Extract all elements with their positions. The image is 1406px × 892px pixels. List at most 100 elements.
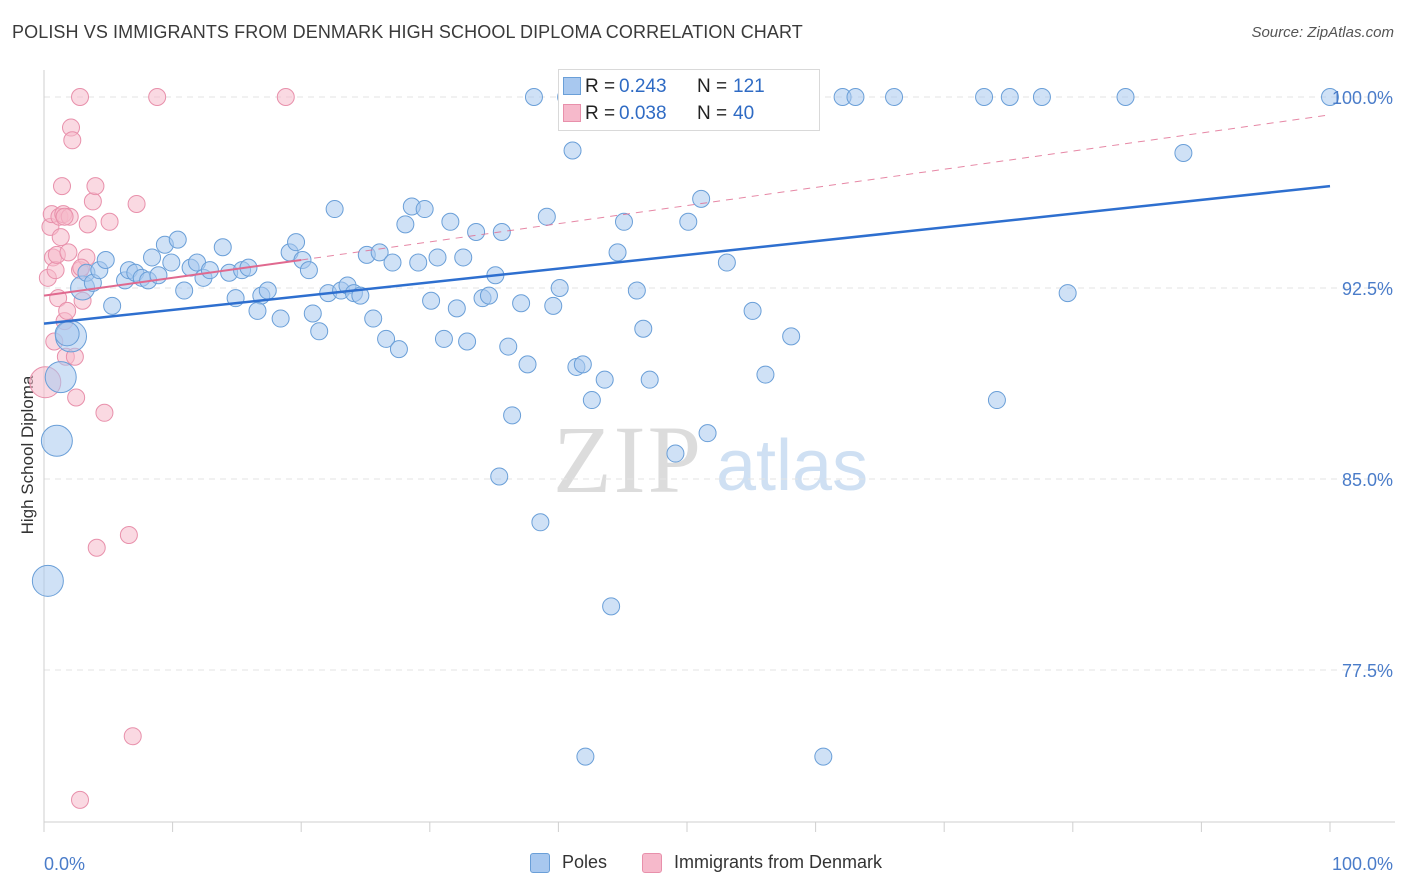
data-point-poles [258,281,277,300]
watermark-atlas: atlas [716,426,868,506]
data-point-denmark [63,131,82,150]
data-point-poles [756,365,775,384]
data-point-poles [96,250,115,269]
legend-n-label: N = [697,103,728,124]
data-point-denmark [123,727,142,746]
data-point-poles [582,391,601,410]
data-point-poles [168,230,187,249]
legend-r-label: R = [585,103,616,124]
data-point-poles [467,222,486,241]
data-point-denmark [127,194,146,213]
data-point-poles [248,301,267,320]
data-point-poles [422,291,441,310]
data-point-denmark [58,301,77,320]
data-point-denmark [87,538,106,557]
data-point-denmark [53,177,72,196]
data-point-poles [537,207,556,226]
trend-lines [43,114,1331,325]
data-point-poles [717,253,736,272]
y-tick-label: 92.5% [1342,279,1393,299]
data-point-denmark [71,790,90,809]
data-point-denmark [86,177,105,196]
data-point-poles [550,279,569,297]
data-point-poles [377,329,396,348]
trend-line-poles [43,184,1331,325]
data-point-poles [640,370,659,389]
data-point-poles [679,212,698,231]
data-point-poles [409,253,428,272]
data-point-denmark [46,261,65,280]
data-point-poles [287,233,306,252]
data-point-poles [162,253,181,272]
poles-swatch [530,852,550,873]
data-point-poles [782,327,801,346]
legend-n-value: 40 [733,103,755,124]
x-tick-labels: 0.0% 100.0% [44,854,1393,874]
legend-swatch-pink [563,104,581,122]
data-point-poles [814,747,833,766]
data-point-denmark [78,215,97,234]
data-point-poles [31,564,64,597]
series-immigrants-from-denmark [29,88,295,809]
data-point-poles [479,286,498,305]
legend-r-value: 0.243 [619,76,667,97]
data-point-poles [1321,88,1339,106]
data-point-poles [490,467,509,486]
data-point-poles [524,88,543,106]
data-point-poles [573,355,592,374]
data-point-poles [271,309,290,328]
data-point-poles [1032,88,1051,106]
data-point-poles [1000,88,1019,106]
data-point-denmark [55,207,74,226]
y-tick-labels: 77.5% 85.0% 92.5% 100.0% [1332,88,1393,681]
y-tick-label: 100.0% [1332,88,1393,108]
data-point-poles [103,296,122,315]
data-point-poles [44,361,77,394]
legend-item-poles[interactable]: Poles [530,852,607,873]
legend-n-label: N = [697,76,728,97]
data-point-denmark [119,526,138,545]
data-point-poles [692,189,711,208]
x-tick-label-max: 100.0% [1332,854,1393,874]
data-point-poles [518,355,537,374]
data-point-denmark [51,228,70,247]
data-point-denmark [67,388,86,407]
data-point-poles [499,337,518,356]
data-point-poles [666,444,685,463]
legend-row-denmark: R = 0.038 N = 40 [563,102,755,126]
trend-line-denmark [43,258,302,297]
data-point-poles [383,253,402,272]
legend-r-value: 0.038 [619,103,667,124]
data-point-poles [441,212,460,231]
data-point-denmark [95,403,114,422]
data-point-poles [512,294,531,313]
data-point-poles [213,238,232,257]
data-point-poles [458,332,477,351]
y-tick-label: 77.5% [1342,661,1393,681]
data-point-poles [1116,88,1135,106]
data-point-poles [503,406,522,425]
data-point-poles [389,340,408,359]
data-point-poles [434,329,453,348]
data-point-poles [602,597,621,616]
data-point-poles [1174,144,1193,163]
data-point-poles [563,141,582,160]
denmark-swatch [642,852,662,873]
data-point-poles [885,88,904,106]
data-point-poles [492,222,511,241]
data-point-poles [175,281,194,300]
poles-label: Poles [562,852,608,872]
data-point-poles [627,281,646,300]
legend-row-poles: R = 0.243 N = 121 [563,75,765,99]
source-credit: Source: ZipAtlas.com [1251,24,1394,41]
trend-line-denmark-extension [301,114,1331,261]
data-point-poles [614,212,633,231]
data-point-poles [608,243,627,262]
legend-item-denmark[interactable]: Immigrants from Denmark [642,852,882,873]
data-point-poles [325,200,344,219]
watermark: ZIP atlas [553,406,868,513]
data-point-poles [1058,284,1077,303]
chart-title: POLISH VS IMMIGRANTS FROM DENMARK HIGH S… [12,22,803,42]
data-point-denmark [83,192,102,211]
data-point-denmark [148,88,167,106]
